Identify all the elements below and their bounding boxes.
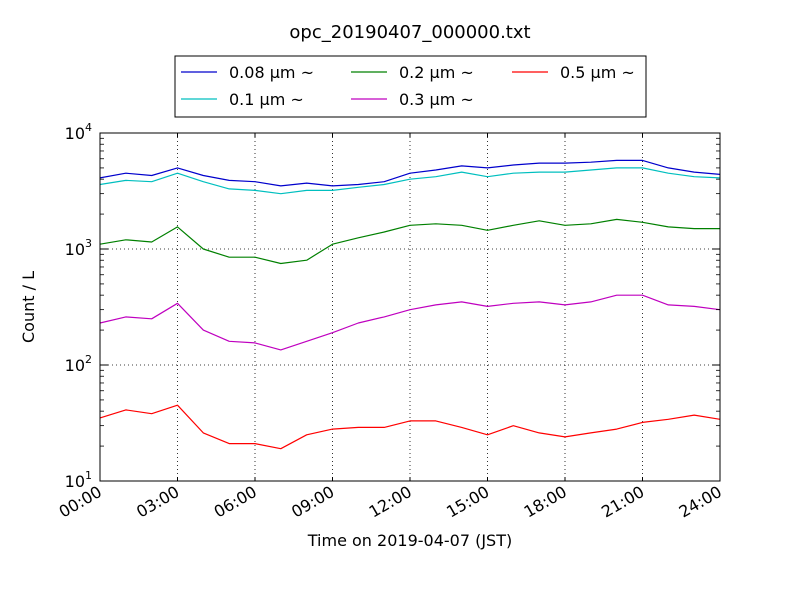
series-lines (99, 159, 721, 450)
grid-lines (100, 133, 720, 481)
legend-box (174, 55, 647, 118)
legend-label: 0.1 μm ~ (229, 90, 304, 109)
series-line-0 (99, 159, 721, 187)
legend-items: 0.08 μm ~ 0.1 μm ~ 0.2 μm ~ 0.3 μm ~ 0.5 μm … (181, 63, 635, 109)
axis-ticks (99, 132, 721, 482)
legend-label: 0.5 μm ~ (560, 63, 635, 82)
legend-label: 0.08 μm ~ (229, 63, 314, 82)
legend: 0.08 μm ~ 0.1 μm ~ 0.2 μm ~ 0.3 μm ~ 0.5 μm … (174, 55, 647, 118)
series-line-2 (99, 218, 720, 265)
y-axis-label: Count / L (19, 271, 38, 343)
chart-title: opc_20190407_000000.txt (289, 22, 530, 43)
series-line-3 (99, 294, 721, 351)
y-tick-label: 104 (65, 121, 92, 143)
y-tick-label: 102 (65, 353, 92, 375)
y-tick-label: 103 (65, 237, 92, 259)
series-line-4 (99, 404, 721, 450)
legend-label: 0.2 μm ~ (399, 63, 474, 82)
legend-label: 0.3 μm ~ (399, 90, 474, 109)
y-tick-label: 101 (65, 469, 92, 491)
x-axis-label: Time on 2019-04-07 (JST) (307, 531, 512, 550)
series-line-1 (99, 167, 721, 195)
y-tick-labels: 101 102 103 104 (65, 121, 92, 491)
